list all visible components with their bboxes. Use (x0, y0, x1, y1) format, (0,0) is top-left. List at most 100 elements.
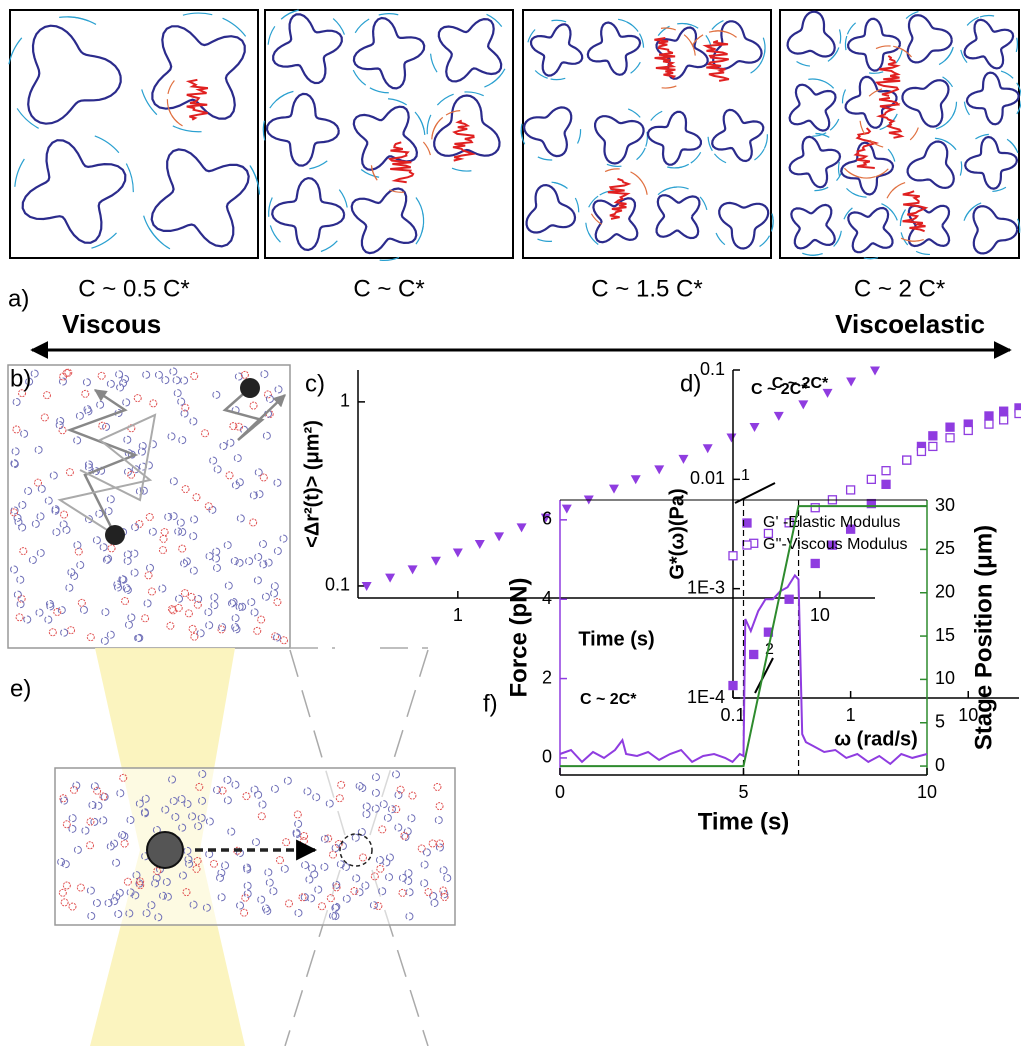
mini-coil (212, 547, 221, 556)
data-point (810, 558, 820, 569)
y-tick-label: 0.1 (700, 359, 725, 379)
mini-coil (196, 629, 205, 638)
mini-coil (106, 842, 115, 851)
concentration-label: C ~ 0.5 C* (78, 275, 189, 302)
dashed-halo (942, 76, 954, 88)
mini-coil (135, 799, 144, 808)
polymer-coil (352, 105, 419, 171)
data-point (540, 513, 551, 523)
mini-coil (75, 411, 84, 420)
mini-coil (263, 906, 272, 915)
dashed-halo (796, 61, 811, 67)
mini-coil (16, 575, 25, 584)
dashed-halo (964, 206, 975, 219)
data-point (784, 518, 794, 528)
mini-coil (204, 502, 213, 511)
mini-coil (233, 454, 242, 463)
mini-coil (114, 583, 123, 592)
mini-coil (167, 432, 176, 441)
dashed-halo (869, 139, 884, 148)
mini-coil (332, 883, 341, 892)
dashed-halo (975, 133, 989, 140)
mini-coil (279, 534, 288, 543)
mini-coil (164, 512, 173, 521)
mini-coil (361, 881, 370, 890)
mini-coil (434, 816, 443, 825)
dashed-halo (171, 115, 183, 127)
mini-coil (210, 601, 219, 610)
polymer-coil (655, 194, 701, 240)
mini-coil (192, 493, 201, 502)
mini-coil (136, 877, 145, 886)
dashed-halo (875, 45, 891, 50)
mini-coil (122, 584, 131, 593)
mini-coil (141, 809, 150, 818)
mini-coil (145, 513, 154, 522)
mini-coil (147, 901, 156, 910)
mini-coil (142, 370, 151, 379)
dashed-halo (486, 13, 503, 28)
mini-coil (189, 900, 198, 909)
mini-coil (102, 422, 111, 431)
mini-coil (230, 556, 239, 565)
data-point (749, 423, 760, 433)
mini-coil (110, 897, 119, 906)
mini-coil (265, 878, 274, 887)
mini-coil (193, 856, 202, 865)
data-point (845, 485, 856, 495)
mini-coil (62, 881, 71, 890)
mini-coil (270, 582, 279, 591)
slope-guide (754, 657, 774, 694)
mini-coil (188, 812, 197, 821)
data-point (678, 454, 689, 464)
dashed-halo (14, 158, 25, 187)
mini-coil (332, 902, 341, 911)
mini-coil (385, 873, 394, 882)
data-point (728, 680, 738, 691)
dna-coil (654, 37, 677, 79)
mini-coil (320, 834, 329, 843)
mini-coil (357, 828, 366, 837)
mini-coil (131, 465, 140, 474)
mini-coil (90, 817, 99, 826)
mini-coil (70, 571, 79, 580)
dashed-halo (422, 141, 431, 156)
mini-coil (216, 873, 225, 882)
trajectory (222, 387, 286, 441)
dashed-halo (707, 136, 713, 152)
dashed-halo (863, 257, 879, 260)
data-point (916, 446, 927, 457)
data-point (945, 433, 955, 443)
mini-coil (385, 853, 394, 862)
mini-coil (190, 632, 199, 641)
y-tick-label: 6 (542, 509, 552, 529)
mini-coil (342, 894, 351, 903)
dashed-halo (626, 21, 639, 32)
data-point (452, 548, 463, 558)
dashed-halo (167, 80, 175, 95)
mini-coil (249, 401, 258, 410)
data-point (561, 504, 572, 514)
dashed-halo (959, 161, 963, 176)
mini-coil (18, 389, 27, 398)
x-tick-label: 1 (846, 705, 856, 725)
dashed-halo (650, 110, 663, 121)
data-point (798, 400, 809, 410)
mini-coil (362, 802, 371, 811)
dashed-halo (338, 189, 348, 208)
mini-coil (331, 903, 340, 912)
dashed-halo (979, 14, 995, 18)
data-point (984, 411, 994, 421)
polymer-coil (151, 25, 246, 120)
mini-coil (274, 385, 283, 394)
mini-coil (76, 883, 85, 892)
y2-tick-label: 30 (935, 495, 955, 515)
mini-coil (131, 523, 140, 532)
dna-coil (902, 190, 929, 233)
mini-coil (197, 813, 206, 822)
mini-coil (405, 888, 414, 897)
mini-coil (106, 630, 115, 639)
mini-coil (144, 571, 153, 580)
mini-coil (18, 500, 27, 509)
